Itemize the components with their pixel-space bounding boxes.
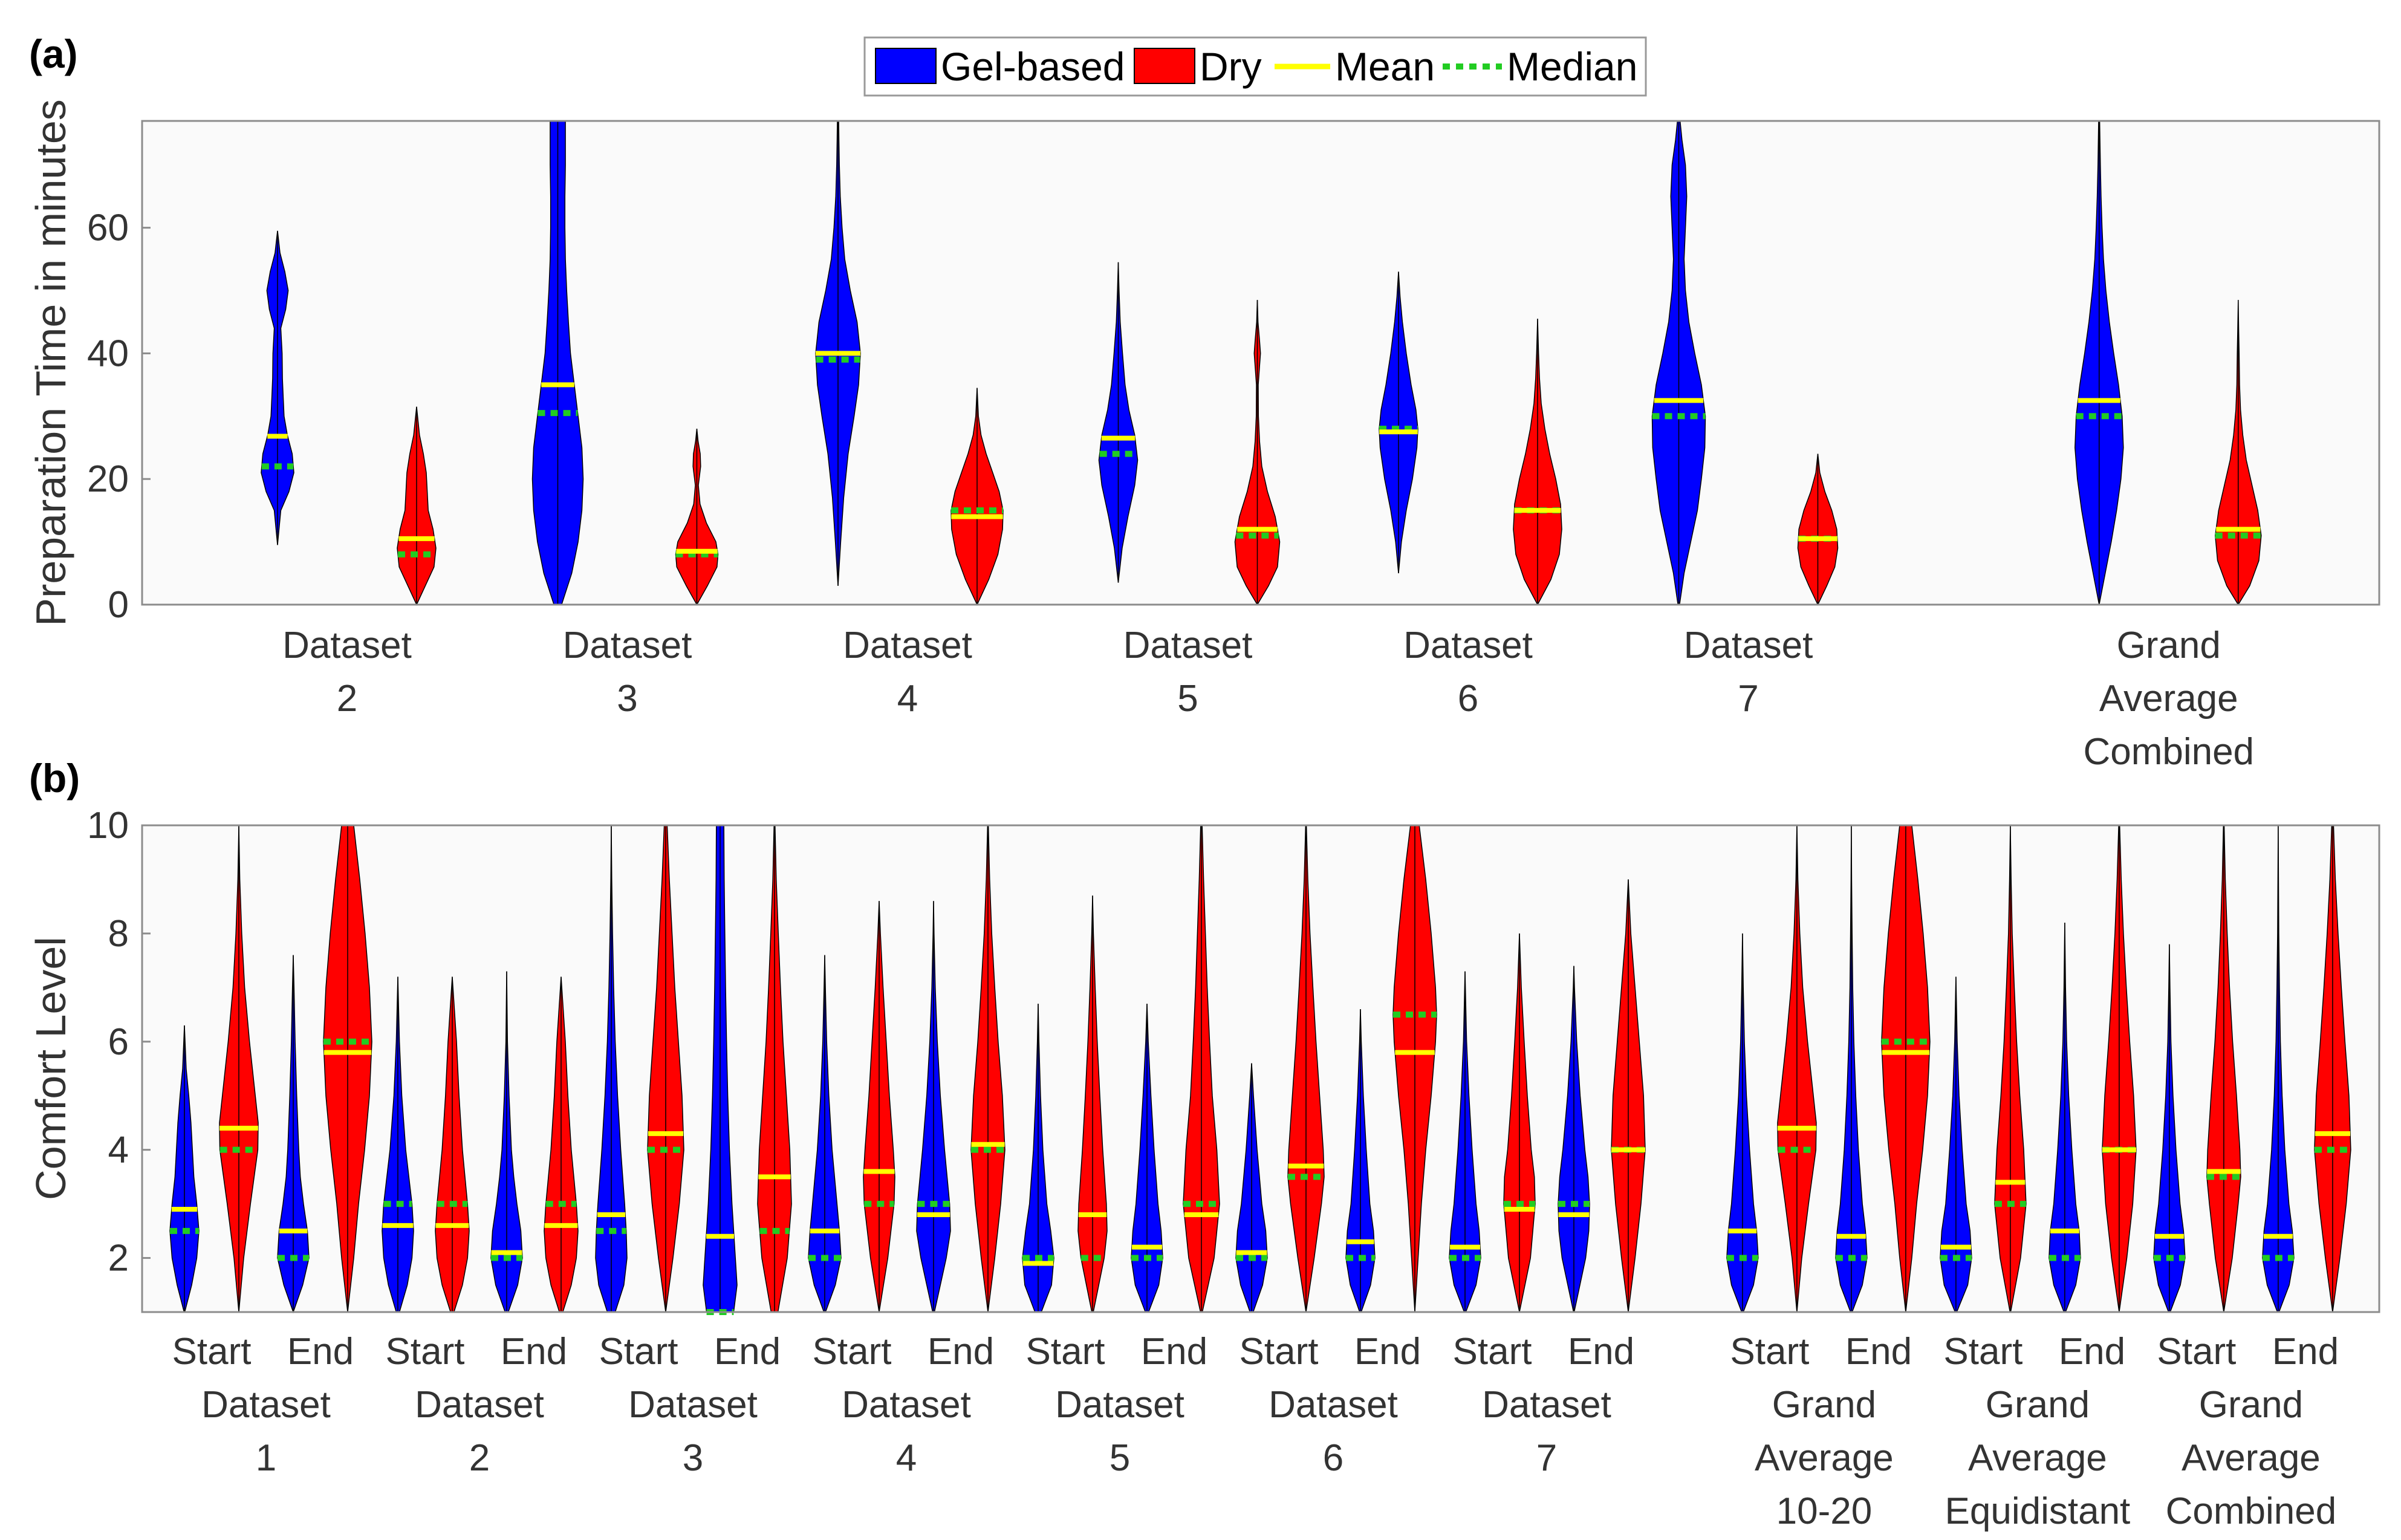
x-tick-label-a-6-2: Combined	[2083, 731, 2254, 773]
axes-a-frame	[141, 120, 2380, 606]
x-sublabel-start-2: Start	[599, 1331, 678, 1373]
y-tick-label-a-0: 0	[108, 584, 129, 626]
legend-label-gel: Gel-based	[941, 44, 1125, 89]
x-tick-label-b-9-2: Combined	[2166, 1490, 2337, 1532]
legend-label-median: Median	[1507, 44, 1637, 89]
y-tick-label-b-0: 2	[108, 1238, 129, 1279]
y-axis-label-b: Comfort Level	[27, 937, 74, 1200]
x-tick-label-b-7-0: Grand	[1772, 1384, 1876, 1426]
x-sublabel-end-6: End	[1568, 1331, 1634, 1373]
x-tick-label-b-6-0: Dataset	[1482, 1384, 1611, 1426]
x-sublabel-start-8: Start	[1943, 1331, 2022, 1373]
x-tick-label-a-0-1: 2	[337, 678, 357, 720]
panel-label-b: (b)	[29, 756, 80, 801]
x-tick-label-b-8-0: Grand	[1986, 1384, 2090, 1426]
x-sublabel-start-6: Start	[1453, 1331, 1532, 1373]
y-tick-label-a-2: 40	[87, 333, 129, 374]
x-tick-label-b-4-0: Dataset	[1055, 1384, 1184, 1426]
x-sublabel-end-5: End	[1354, 1331, 1421, 1373]
x-tick-label-a-4-1: 6	[1458, 678, 1478, 720]
x-tick-label-a-5-0: Dataset	[1684, 625, 1813, 666]
y-tick-label-b-1: 4	[108, 1129, 129, 1171]
x-sublabel-start-4: Start	[1026, 1331, 1105, 1373]
x-tick-label-b-9-0: Grand	[2199, 1384, 2303, 1426]
panel-label-a: (a)	[29, 31, 78, 76]
axes-b-frame	[141, 824, 2380, 1313]
x-tick-label-a-6-0: Grand	[2117, 625, 2221, 666]
x-tick-label-b-1-0: Dataset	[415, 1384, 544, 1426]
x-tick-label-b-5-1: 6	[1323, 1437, 1343, 1479]
x-tick-label-b-5-0: Dataset	[1269, 1384, 1398, 1426]
x-tick-label-b-6-1: 7	[1536, 1437, 1557, 1479]
legend-label-mean: Mean	[1335, 44, 1435, 89]
axis-b-ticks: Start End Dataset 1 Start End Dataset 2 Start End…	[87, 805, 2339, 1532]
x-sublabel-end-1: End	[501, 1331, 567, 1373]
legend: Gel-based Dry Mean Median	[863, 36, 1647, 97]
x-sublabel-end-4: End	[1141, 1331, 1207, 1373]
x-tick-label-b-4-1: 5	[1110, 1437, 1130, 1479]
x-tick-label-b-0-1: 1	[256, 1437, 276, 1479]
x-tick-label-a-3-1: 5	[1177, 678, 1198, 720]
x-tick-label-a-0-0: Dataset	[282, 625, 412, 666]
x-sublabel-end-3: End	[928, 1331, 994, 1373]
x-sublabel-start-3: Start	[813, 1331, 892, 1373]
x-tick-label-b-2-0: Dataset	[628, 1384, 758, 1426]
y-axis-label-a: Preparation Time in minutes	[27, 99, 74, 626]
x-tick-label-b-1-1: 2	[469, 1437, 490, 1479]
x-sublabel-start-7: Start	[1730, 1331, 1809, 1373]
x-sublabel-end-0: End	[287, 1331, 354, 1373]
y-tick-label-a-1: 20	[87, 458, 129, 500]
x-tick-label-b-9-1: Average	[2182, 1437, 2321, 1479]
x-tick-label-b-8-2: Equidistant	[1945, 1490, 2131, 1532]
x-tick-label-b-0-0: Dataset	[201, 1384, 331, 1426]
y-tick-label-a-3: 60	[87, 207, 129, 249]
x-sublabel-start-9: Start	[2157, 1331, 2236, 1373]
axis-a-ticks: Dataset 2 Dataset 3 Dataset 4 Dataset 5 Dataset 6…	[87, 207, 2254, 773]
x-tick-label-a-4-0: Dataset	[1403, 625, 1533, 666]
y-tick-label-b-3: 8	[108, 913, 129, 955]
legend-swatch-dry	[1134, 48, 1195, 84]
x-tick-label-a-1-1: 3	[617, 678, 637, 720]
x-tick-label-b-3-1: 4	[896, 1437, 917, 1479]
legend-label-dry: Dry	[1200, 44, 1262, 89]
legend-box	[863, 36, 1647, 97]
x-sublabel-end-2: End	[714, 1331, 781, 1373]
plot-b	[169, 825, 2351, 1315]
legend-swatch-gel	[875, 48, 937, 84]
x-sublabel-start-5: Start	[1239, 1331, 1319, 1373]
x-tick-label-b-8-1: Average	[1968, 1437, 2107, 1479]
x-sublabel-end-9: End	[2272, 1331, 2339, 1373]
y-tick-label-b-4: 10	[87, 805, 129, 846]
x-tick-label-b-2-1: 3	[683, 1437, 703, 1479]
x-tick-label-a-6-1: Average	[2099, 678, 2238, 720]
x-tick-label-a-2-0: Dataset	[843, 625, 972, 666]
x-tick-label-a-5-1: 7	[1738, 678, 1758, 720]
x-tick-label-b-3-0: Dataset	[842, 1384, 971, 1426]
x-tick-label-a-1-0: Dataset	[563, 625, 692, 666]
x-tick-label-b-7-1: Average	[1755, 1437, 1894, 1479]
x-sublabel-end-8: End	[2059, 1331, 2125, 1373]
x-tick-label-b-7-2: 10-20	[1776, 1490, 1873, 1532]
x-sublabel-start-0: Start	[172, 1331, 252, 1373]
plot-a	[261, 120, 2262, 606]
x-sublabel-start-1: Start	[386, 1331, 465, 1373]
x-tick-label-a-3-0: Dataset	[1123, 625, 1253, 666]
x-sublabel-end-7: End	[1845, 1331, 1912, 1373]
y-tick-label-b-2: 6	[108, 1021, 129, 1063]
x-tick-label-a-2-1: 4	[897, 678, 918, 720]
